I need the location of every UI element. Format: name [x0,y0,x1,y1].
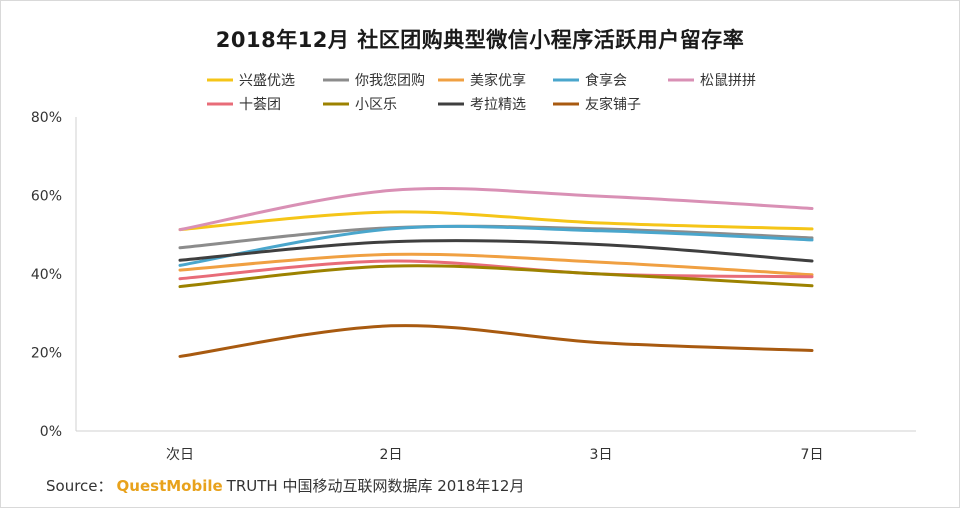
y-tick-label: 40% [31,267,62,283]
x-tick-label: 2日 [380,447,403,463]
legend-label: 小区乐 [355,97,397,113]
x-tick-label: 次日 [166,447,194,463]
y-tick-label: 0% [40,424,62,440]
series-line [178,224,814,267]
y-tick-label: 20% [31,346,62,362]
source-prefix: Source： [46,477,113,495]
x-tick-label: 3日 [590,447,613,463]
legend-label: 考拉精选 [470,97,526,113]
legend-label: 美家优享 [470,72,526,89]
y-tick-label: 80% [31,110,62,126]
legend-label: 你我您团购 [355,72,425,89]
chart-title: 2018年12月 社区团购典型微信小程序活跃用户留存率 [215,28,745,52]
source-brand: QuestMobile [116,477,223,495]
x-tick-label: 7日 [801,447,824,463]
series-line [178,324,814,358]
series-line [178,210,814,232]
legend-label: 松鼠拼拼 [700,73,756,89]
axes: 0% 20% 40% 60% 80% 次日 2日 3日 7日 [31,110,916,463]
y-tick-label: 60% [31,189,62,205]
source-suffix: TRUTH 中国移动互联网数据库 2018年12月 [226,477,525,495]
series-line [178,252,814,277]
series-lines [178,187,814,358]
series-line [178,224,814,250]
series-line [178,187,814,232]
source-note: Source： QuestMobile TRUTH 中国移动互联网数据库 2018年… [46,475,524,496]
legend-label: 食享会 [585,72,627,89]
series-line [178,239,814,263]
series-line [178,264,814,289]
legend-label: 兴盛优选 [239,73,295,89]
legend-label: 十荟团 [239,96,281,113]
legend-label: 友家铺子 [585,96,641,113]
series-line [178,259,814,281]
